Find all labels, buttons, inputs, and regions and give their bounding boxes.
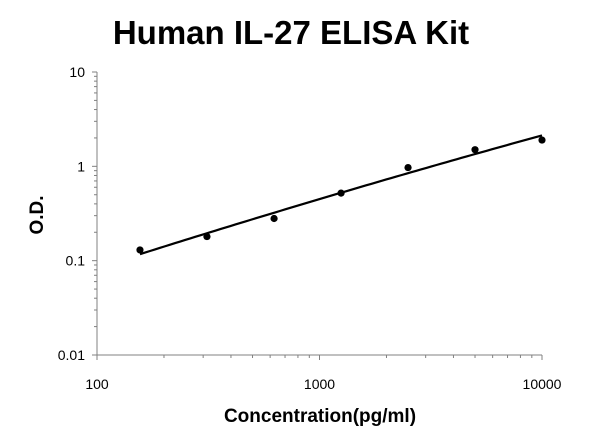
axes: 0.01 0.1 1 10 100 1000 10000 <box>58 64 562 392</box>
y-tick-label: 0.01 <box>58 347 85 363</box>
x-tick-label: 1000 <box>304 376 335 392</box>
data-points-layer <box>136 136 546 254</box>
x-axis-label: Concentration(pg/ml) <box>223 406 417 427</box>
y-tick-label: 1 <box>77 158 85 174</box>
data-point <box>136 246 144 254</box>
chart-title: Human IL-27 ELISA Kit <box>112 14 470 51</box>
data-point <box>404 163 412 172</box>
data-point <box>471 146 479 154</box>
y-tick-label: 10 <box>69 64 85 80</box>
data-point <box>270 214 278 223</box>
data-point <box>203 232 211 241</box>
data-point <box>337 189 345 197</box>
y-tick-label: 0.1 <box>66 253 86 269</box>
x-tick-label: 10000 <box>523 376 562 392</box>
x-tick-label: 100 <box>85 376 109 392</box>
data-point <box>538 136 546 144</box>
